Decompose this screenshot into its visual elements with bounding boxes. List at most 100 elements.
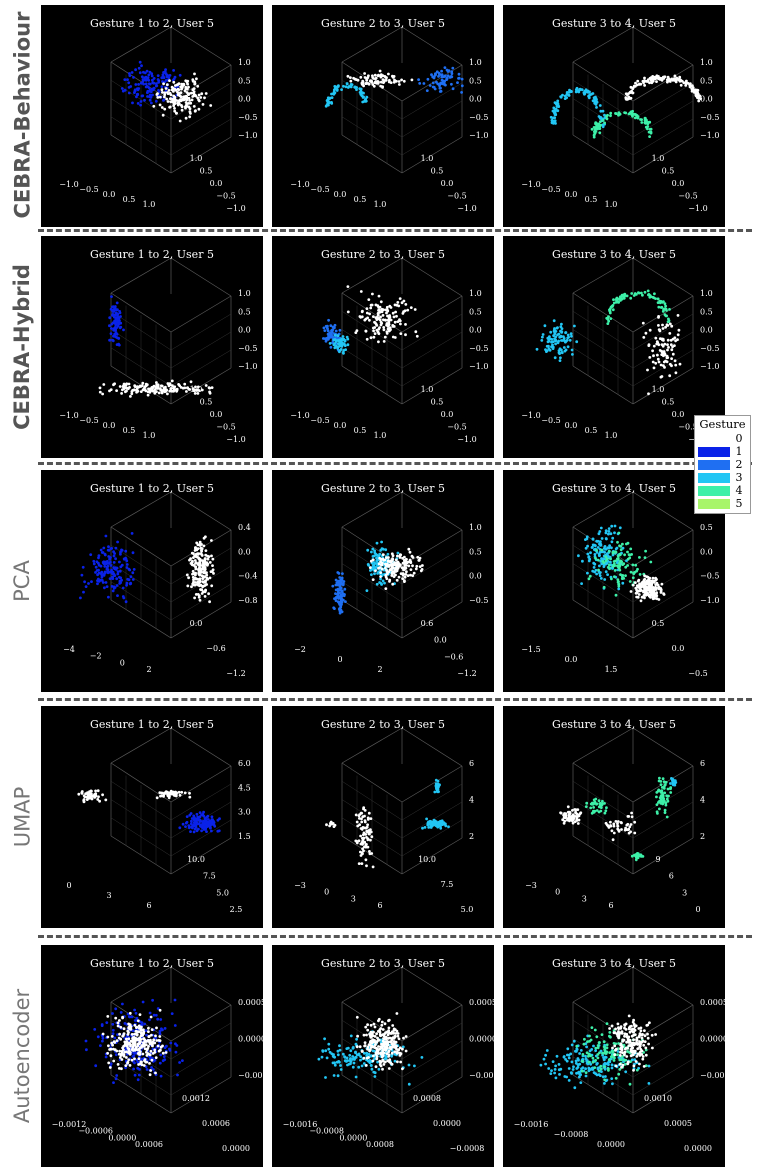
grid-line (572, 292, 634, 333)
data-point (202, 571, 206, 575)
data-point (104, 581, 108, 584)
data-point (114, 557, 117, 561)
z-tick-label: 2 (700, 832, 705, 841)
grid-line (572, 257, 634, 294)
data-point (109, 1054, 113, 1058)
data-point (665, 815, 669, 819)
data-point (401, 1045, 405, 1049)
data-point (111, 575, 114, 579)
data-point (131, 578, 135, 581)
data-point (608, 544, 611, 547)
scatter-panel: −0.0012 −0.0006 0.0000 0.0006 0.0000 0.0006 0.… (41, 945, 263, 1167)
data-point (163, 1027, 167, 1030)
data-point (157, 79, 161, 82)
data-point (437, 71, 441, 75)
data-point (359, 834, 362, 838)
grid-line (341, 257, 403, 294)
data-point (375, 1047, 379, 1051)
data-point (134, 1011, 138, 1015)
data-point (118, 560, 121, 564)
data-point (338, 1060, 341, 1064)
data-point (448, 76, 452, 79)
data-point (619, 299, 622, 302)
data-point (631, 576, 635, 580)
data-point (156, 1017, 160, 1021)
data-point (181, 822, 185, 826)
data-point (374, 552, 378, 556)
data-point (596, 539, 600, 543)
data-point (620, 293, 624, 297)
data-point (404, 564, 408, 567)
data-point (673, 359, 677, 363)
y-tick-label: 1.0 (421, 154, 434, 163)
data-point (593, 128, 597, 132)
data-point (691, 88, 694, 92)
data-point (140, 75, 144, 79)
data-point (338, 576, 342, 579)
data-point (121, 595, 125, 598)
data-point (562, 346, 566, 349)
data-point (184, 821, 188, 825)
data-point (574, 810, 577, 814)
data-point (355, 86, 358, 89)
grid-line (170, 1040, 232, 1078)
data-point (185, 390, 188, 393)
data-point (358, 315, 362, 318)
grid-line (632, 100, 694, 138)
x-tick-label: 0.5 (354, 426, 367, 435)
data-point (154, 1034, 157, 1038)
data-point (383, 1022, 387, 1026)
data-point (109, 388, 113, 391)
data-point (386, 309, 390, 313)
y-tick-label: 0.0 (441, 410, 454, 419)
data-point (611, 551, 615, 555)
data-point (125, 1056, 128, 1059)
x-tick-label: 1.0 (143, 431, 156, 440)
data-point (596, 126, 599, 130)
y-tick-label: −0.5 (216, 192, 235, 201)
data-point (619, 821, 623, 824)
data-point (364, 833, 368, 836)
data-point (358, 823, 361, 827)
data-point (387, 1049, 391, 1053)
data-point (122, 1027, 126, 1031)
data-point (384, 1040, 388, 1044)
data-point (90, 580, 93, 583)
data-point (184, 106, 187, 110)
data-point (657, 315, 660, 318)
y-tick-label: 7.5 (203, 872, 216, 881)
data-point (605, 552, 609, 555)
data-point (370, 303, 374, 307)
data-point (396, 1034, 400, 1038)
data-point (385, 323, 388, 327)
x-tick-label: 0.0 (565, 190, 578, 199)
data-point (545, 344, 549, 348)
data-point (326, 329, 330, 333)
data-point (632, 84, 636, 88)
data-point (172, 77, 176, 81)
grid-line (401, 1040, 463, 1078)
data-point (371, 558, 375, 562)
data-point (137, 66, 141, 70)
data-point (200, 588, 203, 592)
data-point (589, 551, 592, 555)
data-point (113, 328, 117, 332)
data-point (142, 1043, 145, 1047)
data-point (649, 76, 653, 79)
data-point (323, 329, 327, 332)
data-point (563, 97, 567, 100)
data-point (592, 566, 596, 569)
data-point (670, 348, 674, 352)
grid-line (170, 1004, 232, 1042)
data-point (154, 1056, 158, 1059)
data-point (622, 296, 626, 300)
data-point (381, 1067, 384, 1071)
data-point (560, 330, 564, 333)
data-point (377, 1045, 380, 1048)
data-point (203, 579, 207, 583)
grid-line (632, 529, 694, 567)
grid-line (632, 583, 694, 621)
data-point (365, 1056, 369, 1060)
data-point (365, 589, 369, 592)
